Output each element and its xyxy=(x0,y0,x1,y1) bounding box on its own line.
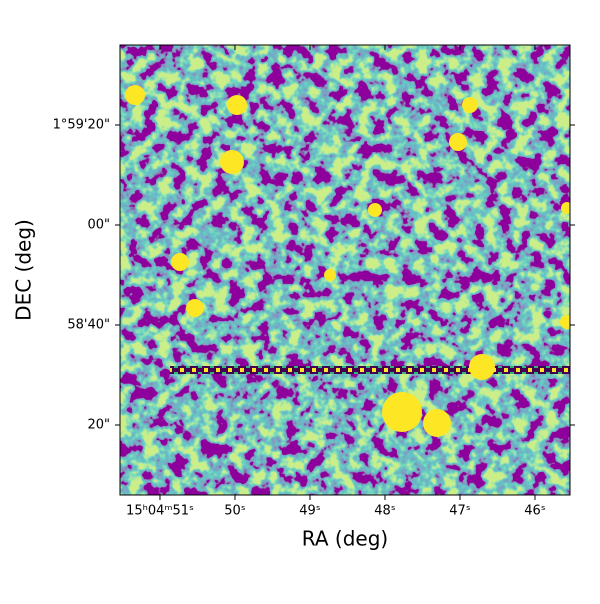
x-axis-label: RA (deg) xyxy=(302,527,388,551)
y-axis-label: DEC (deg) xyxy=(12,219,36,321)
sky-image xyxy=(120,45,570,495)
axes-frame xyxy=(119,44,571,496)
y-tick-label: 58'40" xyxy=(67,318,110,333)
x-tick-label: 48ˢ xyxy=(374,504,396,519)
x-tick-label: 15ʰ04ᵐ51ˢ xyxy=(126,504,194,519)
x-tick-label: 46ˢ xyxy=(524,504,546,519)
x-tick-label: 50ˢ xyxy=(224,504,246,519)
y-tick-label: 00" xyxy=(87,218,110,233)
y-tick-label: 20" xyxy=(87,418,110,433)
x-tick-label: 47ˢ xyxy=(449,504,471,519)
y-tick-label: 1°59'20" xyxy=(53,118,110,133)
x-tick-label: 49ˢ xyxy=(299,504,321,519)
